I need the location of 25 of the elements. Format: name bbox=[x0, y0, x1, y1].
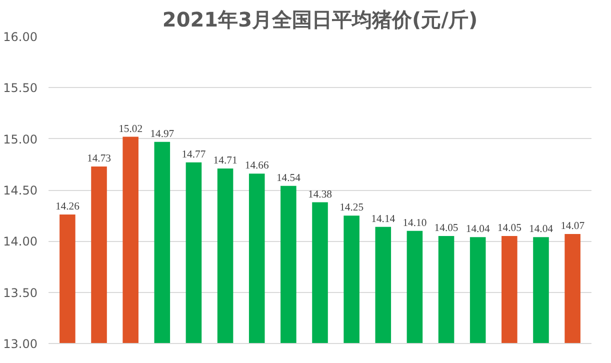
data-label: 14.10 bbox=[402, 218, 427, 229]
y-tick-label: 14.50 bbox=[3, 184, 38, 198]
y-tick-label: 13.00 bbox=[3, 337, 38, 351]
y-tick-label: 14.00 bbox=[3, 234, 38, 249]
data-label: 14.66 bbox=[244, 160, 270, 172]
data-label: 14.38 bbox=[308, 189, 332, 200]
chart-title: 2021年3月全国日平均猪价(元/斤) bbox=[162, 8, 478, 32]
data-label: 14.25 bbox=[340, 202, 364, 214]
y-tick-label: 15.00 bbox=[3, 132, 38, 146]
y-tick-label: 15.50 bbox=[3, 81, 38, 96]
y-tick-label: 13.50 bbox=[3, 286, 38, 300]
data-label: 14.77 bbox=[182, 149, 206, 160]
data-label: 14.05 bbox=[434, 223, 458, 234]
data-label: 14.73 bbox=[87, 153, 112, 164]
data-label: 15.02 bbox=[118, 124, 143, 135]
data-label: 14.07 bbox=[560, 221, 586, 232]
data-label: 14.05 bbox=[497, 223, 522, 234]
data-label: 14.26 bbox=[55, 202, 80, 213]
y-tick-label: 16.00 bbox=[3, 30, 38, 44]
data-label: 14.97 bbox=[150, 128, 175, 140]
data-label: 14.54 bbox=[276, 172, 302, 184]
data-label: 14.71 bbox=[213, 156, 238, 167]
data-label: 14.04 bbox=[466, 224, 491, 236]
data-label: 14.14 bbox=[371, 214, 396, 225]
data-label: 14.04 bbox=[529, 224, 554, 236]
